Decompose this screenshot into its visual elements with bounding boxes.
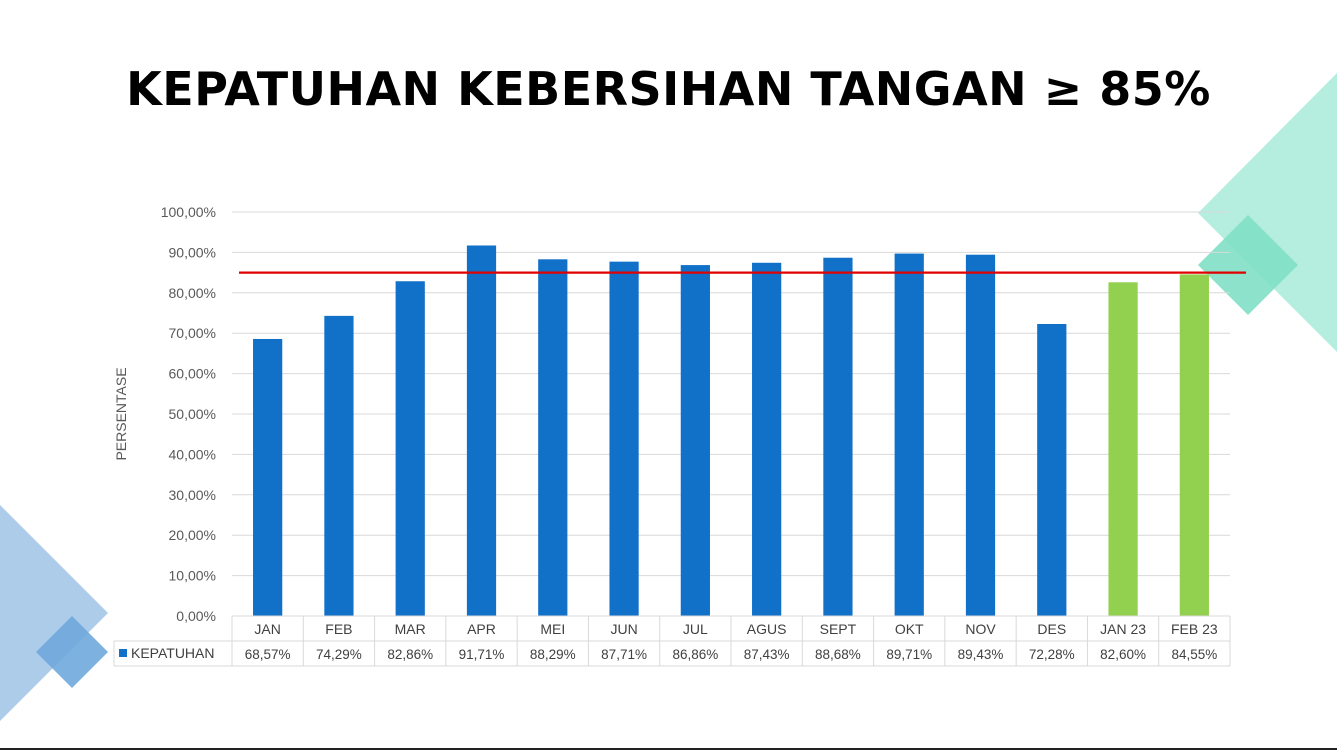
bar bbox=[538, 259, 568, 616]
y-axis-ticks: 0,00% 10,00% 20,00% 30,00% 40,00% 50,00% 60,00… bbox=[161, 204, 216, 624]
x-tick-label: FEB 23 bbox=[1171, 621, 1218, 637]
x-tick-label: MAR bbox=[395, 621, 426, 637]
y-tick-label: 30,00% bbox=[169, 487, 216, 503]
x-tick-label: SEPT bbox=[820, 621, 857, 637]
data-label: 72,28% bbox=[1029, 647, 1075, 662]
y-tick-label: 40,00% bbox=[169, 446, 216, 462]
legend-series-name: KEPATUHAN bbox=[131, 645, 215, 661]
data-label: 89,71% bbox=[886, 647, 932, 662]
y-axis-label: PERSENTASE bbox=[113, 367, 129, 460]
data-label: 86,86% bbox=[672, 647, 718, 662]
bar bbox=[823, 257, 853, 616]
bar bbox=[1108, 282, 1138, 616]
x-tick-label: JUN bbox=[610, 621, 637, 637]
bars bbox=[253, 245, 1209, 617]
bar bbox=[1179, 274, 1209, 616]
data-label: 82,60% bbox=[1100, 647, 1146, 662]
bar bbox=[609, 261, 639, 616]
data-label: 82,86% bbox=[387, 647, 433, 662]
x-tick-label: NOV bbox=[965, 621, 996, 637]
slide-title: KEPATUHAN KEBERSIHAN TANGAN ≥ 85% bbox=[126, 62, 1211, 116]
y-tick-label: 20,00% bbox=[169, 527, 216, 543]
data-label: 68,57% bbox=[245, 647, 291, 662]
data-table: KEPATUHAN JAN 68,57% FEB 74,29% MAR 82,86% APR 9… bbox=[113, 615, 1231, 667]
x-tick-label: JAN 23 bbox=[1100, 621, 1146, 637]
x-tick-label: JUL bbox=[683, 621, 708, 637]
y-tick-label: 70,00% bbox=[169, 325, 216, 341]
bar bbox=[1037, 323, 1067, 616]
bar bbox=[680, 265, 710, 616]
bar bbox=[395, 281, 425, 616]
deco-diamond-green-small bbox=[1198, 215, 1298, 315]
data-label: 88,68% bbox=[815, 647, 861, 662]
data-label: 87,71% bbox=[601, 647, 647, 662]
bar bbox=[253, 338, 283, 616]
x-tick-label: OKT bbox=[895, 621, 924, 637]
y-tick-label: 100,00% bbox=[161, 204, 216, 220]
data-label: 74,29% bbox=[316, 647, 362, 662]
x-tick-label: JAN bbox=[254, 621, 280, 637]
bottom-rule bbox=[0, 748, 1337, 750]
data-label: 91,71% bbox=[459, 647, 505, 662]
data-label: 87,43% bbox=[744, 647, 790, 662]
deco-diamond-green-large bbox=[1198, 73, 1337, 352]
x-tick-label: APR bbox=[467, 621, 496, 637]
deco-triangle-blue-large bbox=[0, 505, 108, 721]
x-tick-label: DES bbox=[1037, 621, 1066, 637]
decorative-shapes bbox=[0, 73, 1337, 721]
x-tick-label: FEB bbox=[325, 621, 352, 637]
y-tick-label: 10,00% bbox=[169, 568, 216, 584]
data-label: 84,55% bbox=[1171, 647, 1217, 662]
y-tick-label: 90,00% bbox=[169, 244, 216, 260]
data-label: 88,29% bbox=[530, 647, 576, 662]
legend-swatch bbox=[119, 649, 127, 657]
data-label: 89,43% bbox=[958, 647, 1004, 662]
x-tick-label: AGUS bbox=[747, 621, 787, 637]
bar bbox=[965, 254, 996, 616]
deco-diamond-blue-small bbox=[36, 616, 108, 688]
bar bbox=[466, 245, 497, 617]
y-tick-label: 80,00% bbox=[169, 285, 216, 301]
bar bbox=[752, 262, 782, 616]
x-tick-label: MEI bbox=[540, 621, 565, 637]
y-tick-label: 60,00% bbox=[169, 366, 216, 382]
y-tick-label: 0,00% bbox=[176, 608, 216, 624]
y-tick-label: 50,00% bbox=[169, 406, 216, 422]
bar bbox=[324, 315, 354, 616]
bar bbox=[894, 253, 924, 616]
